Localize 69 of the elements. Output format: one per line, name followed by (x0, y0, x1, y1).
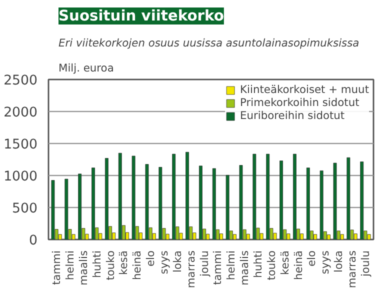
x-tick-label: helmi (224, 250, 238, 280)
chart-subtitle: Eri viitekorkojen osuus uusissa asuntolainasopimuksissa (58, 36, 360, 50)
x-tick-label: tammi (211, 250, 224, 285)
bar (104, 158, 108, 240)
x-tick-label: touko (264, 250, 278, 280)
chart-title: Suosituin viitekorko (58, 8, 224, 24)
y-tick-label: 0 (29, 234, 38, 248)
x-tick-label: syys (318, 250, 332, 274)
x-tick-label: loka (332, 250, 346, 272)
x-tick-label: helmi (63, 250, 76, 280)
x-tick-label: huhti (252, 250, 265, 278)
bar (64, 178, 68, 240)
bar (320, 170, 324, 240)
bar (186, 152, 189, 240)
bar (78, 174, 82, 240)
bar (198, 166, 202, 240)
x-tick-label: elo (305, 250, 318, 267)
x-tick-label: syys (157, 250, 170, 274)
x-tick-label: loka (170, 250, 184, 272)
bar (360, 162, 364, 240)
bar (286, 234, 290, 240)
bar (346, 157, 350, 240)
legend-label: Kiinteäkorkoiset + muut (240, 83, 369, 96)
x-tick-label: heinä (130, 250, 144, 280)
bar (172, 154, 176, 240)
bar (367, 234, 371, 240)
x-tick-label: maalis (238, 250, 252, 286)
bar (340, 234, 344, 240)
bar (239, 165, 243, 240)
bar (92, 168, 95, 240)
x-tick-label: huhti (90, 250, 104, 278)
x-tick-label: kesä (278, 250, 292, 275)
bar (118, 152, 122, 240)
y-tick-label: 1000 (4, 170, 38, 184)
y-tick-label: 2000 (4, 106, 38, 120)
bar (246, 234, 250, 240)
bar (51, 180, 55, 240)
bar (212, 168, 216, 240)
bar (252, 154, 256, 240)
x-tick-label: kesä (117, 250, 130, 275)
x-tick-label: maalis (76, 250, 90, 286)
legend-label: Euriboreihin sidotut (240, 109, 345, 122)
bar (226, 174, 230, 240)
bar (292, 154, 296, 240)
bar (354, 234, 358, 240)
x-tick-label: joulu (358, 250, 372, 278)
bar (233, 234, 236, 240)
bar (327, 234, 330, 240)
x-tick-label: heinä (292, 250, 305, 280)
y-tick-label: 1500 (4, 138, 38, 152)
x-tick-label: marras (346, 250, 359, 288)
x-tick-label: touko (104, 250, 117, 280)
y-tick-label: 2500 (4, 74, 38, 88)
x-tick-label: marras (184, 250, 198, 288)
bar (145, 164, 149, 240)
bar (306, 168, 310, 240)
bar (220, 234, 224, 240)
y-tick-label: 500 (12, 202, 38, 216)
y-axis-title: Milj. euroa (58, 62, 114, 74)
bar (266, 154, 270, 240)
bar (158, 166, 162, 240)
x-tick-label: joulu (198, 250, 211, 278)
bar (280, 160, 284, 240)
x-tick-label: tammi (50, 250, 64, 285)
x-tick-label: elo (144, 250, 158, 267)
legend-label: Primekorkoihin sidotut (240, 96, 360, 109)
bar (132, 156, 136, 240)
bar (314, 234, 318, 240)
bar (333, 162, 337, 240)
